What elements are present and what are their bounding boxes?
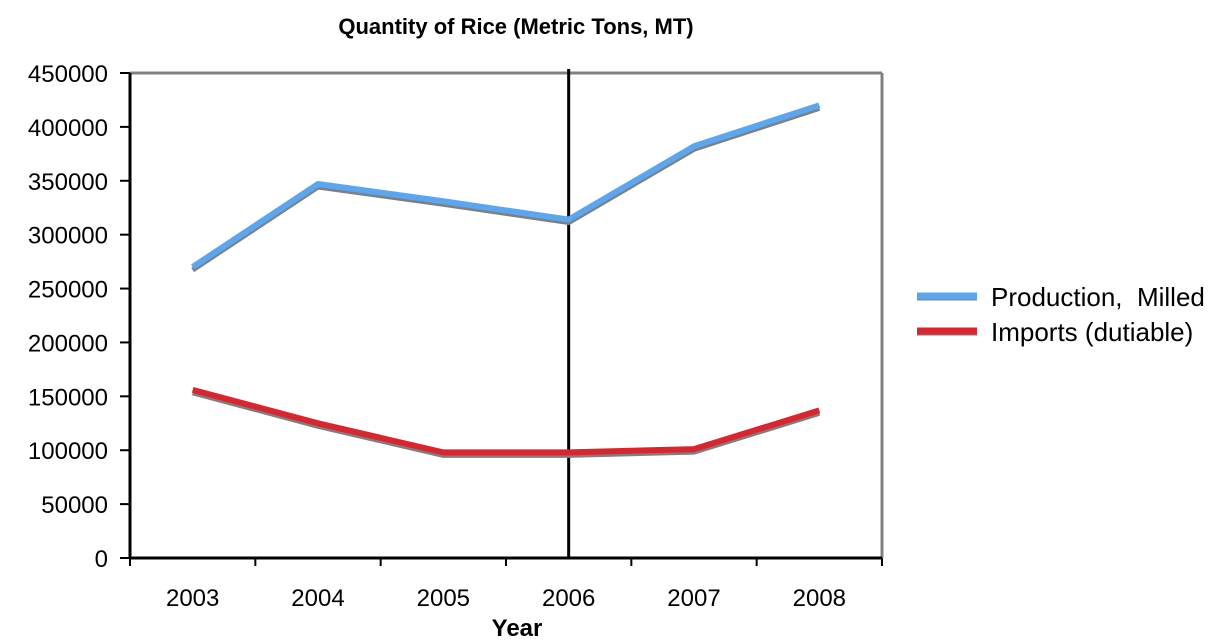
chart-title: Quantity of Rice (Metric Tons, MT) [338,14,693,39]
y-tick-label: 250000 [28,277,108,304]
y-tick-label: 50000 [41,492,108,519]
y-tick-label: 100000 [28,438,108,465]
series-line-shadow [191,105,821,273]
x-tick-label: 2006 [542,585,595,612]
series-line [191,102,821,270]
y-tick-label: 150000 [28,384,108,411]
series-line [191,386,821,456]
x-axis-label: Year [492,615,543,641]
y-tick-label: 0 [95,546,108,573]
y-tick-label: 350000 [28,169,108,196]
x-tick-label: 2007 [667,585,720,612]
x-axis: 2003 2004 2005 2006 2007 2008 [129,558,883,612]
legend-label: Imports (dutiable) [991,317,1193,347]
series-layer [191,102,821,458]
y-tick-label: 300000 [28,223,108,250]
legend-label: Production, Milled [991,282,1205,312]
x-tick-label: 2008 [793,585,846,612]
y-tick-label: 450000 [28,61,108,88]
series-line-shadow [192,390,821,458]
y-axis: 0 50000 100000 150000 200000 250000 300000 3500… [28,61,130,573]
y-tick-label: 200000 [28,330,108,357]
x-tick-label: 2004 [291,585,344,612]
y-tick-label: 400000 [28,115,108,142]
legend: Production, Milled Imports (dutiable) [917,282,1205,347]
x-tick-label: 2005 [417,585,470,612]
x-tick-label: 2003 [166,585,219,612]
plot-area [128,69,884,560]
